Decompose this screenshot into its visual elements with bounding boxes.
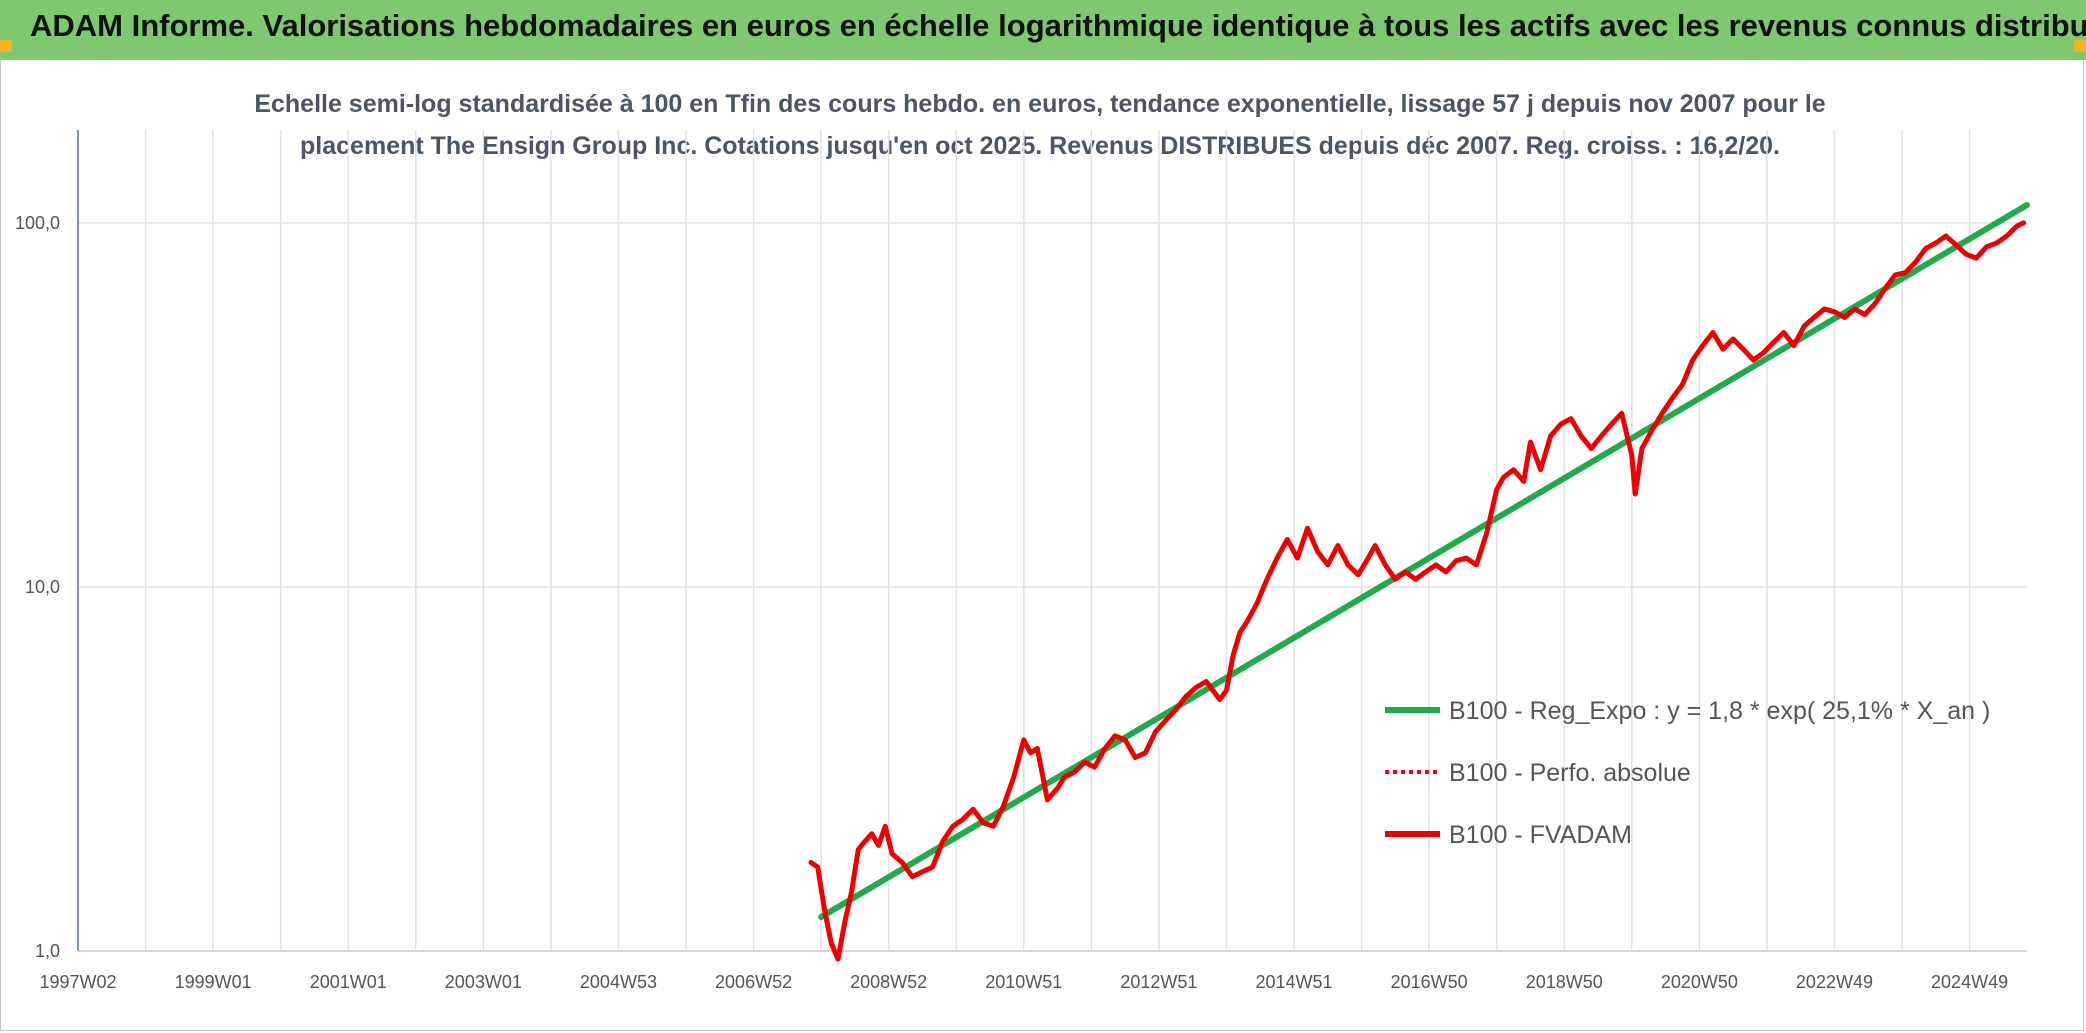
legend-label-2: B100 - FVADAM bbox=[1449, 821, 1632, 849]
grid-lines bbox=[77, 130, 2027, 952]
legend-label-1: B100 - Perfo. absolue bbox=[1449, 759, 1691, 787]
x-tick-label: 2001W01 bbox=[310, 972, 387, 992]
tick-labels: 1,0 10,0 100,0 1997W02 1999W01 2001W01 2003W01… bbox=[15, 213, 2008, 992]
series-line-2 bbox=[808, 220, 2027, 962]
y-tick-label: 10,0 bbox=[25, 577, 60, 597]
corner-mark-right bbox=[2074, 40, 2086, 52]
legend-label-0: B100 - Reg_Expo : y = 1,8 * exp( 25,1% *… bbox=[1449, 697, 1990, 725]
x-tick-label: 2020W50 bbox=[1661, 972, 1738, 992]
corner-mark-left bbox=[0, 40, 12, 52]
x-tick-label: 1999W01 bbox=[175, 972, 252, 992]
title-banner: ADAM Informe. Valorisations hebdomadaire… bbox=[0, 0, 2086, 60]
x-tick-label: 2008W52 bbox=[850, 972, 927, 992]
x-tick-label: 2012W51 bbox=[1120, 972, 1197, 992]
x-tick-label: 2004W53 bbox=[580, 972, 657, 992]
x-tick-label: 2018W50 bbox=[1526, 972, 1603, 992]
x-tick-label: 2006W52 bbox=[715, 972, 792, 992]
axes bbox=[77, 130, 2027, 952]
x-tick-label: 2024W49 bbox=[1931, 972, 2008, 992]
chart-frame bbox=[0, 60, 2084, 1031]
x-tick-label: 2014W51 bbox=[1255, 972, 1332, 992]
page-title: ADAM Informe. Valorisations hebdomadaire… bbox=[30, 8, 2086, 43]
legend: B100 - Reg_Expo : y = 1,8 * exp( 25,1% *… bbox=[1385, 697, 1990, 849]
x-tick-label: 2003W01 bbox=[445, 972, 522, 992]
x-tick-label: 1997W02 bbox=[39, 972, 116, 992]
series-lines bbox=[808, 202, 2030, 962]
y-tick-label: 1,0 bbox=[35, 941, 60, 961]
x-tick-label: 2022W49 bbox=[1796, 972, 1873, 992]
x-tick-label: 2016W50 bbox=[1391, 972, 1468, 992]
y-tick-label: 100,0 bbox=[15, 213, 60, 233]
x-tick-label: 2010W51 bbox=[985, 972, 1062, 992]
chart-subtitle-line-2: placement The Ensign Group Inc. Cotation… bbox=[300, 132, 1780, 160]
series-line-0 bbox=[818, 202, 2030, 920]
chart-subtitle-line-1: Echelle semi-log standardisée à 100 en T… bbox=[254, 90, 1826, 118]
